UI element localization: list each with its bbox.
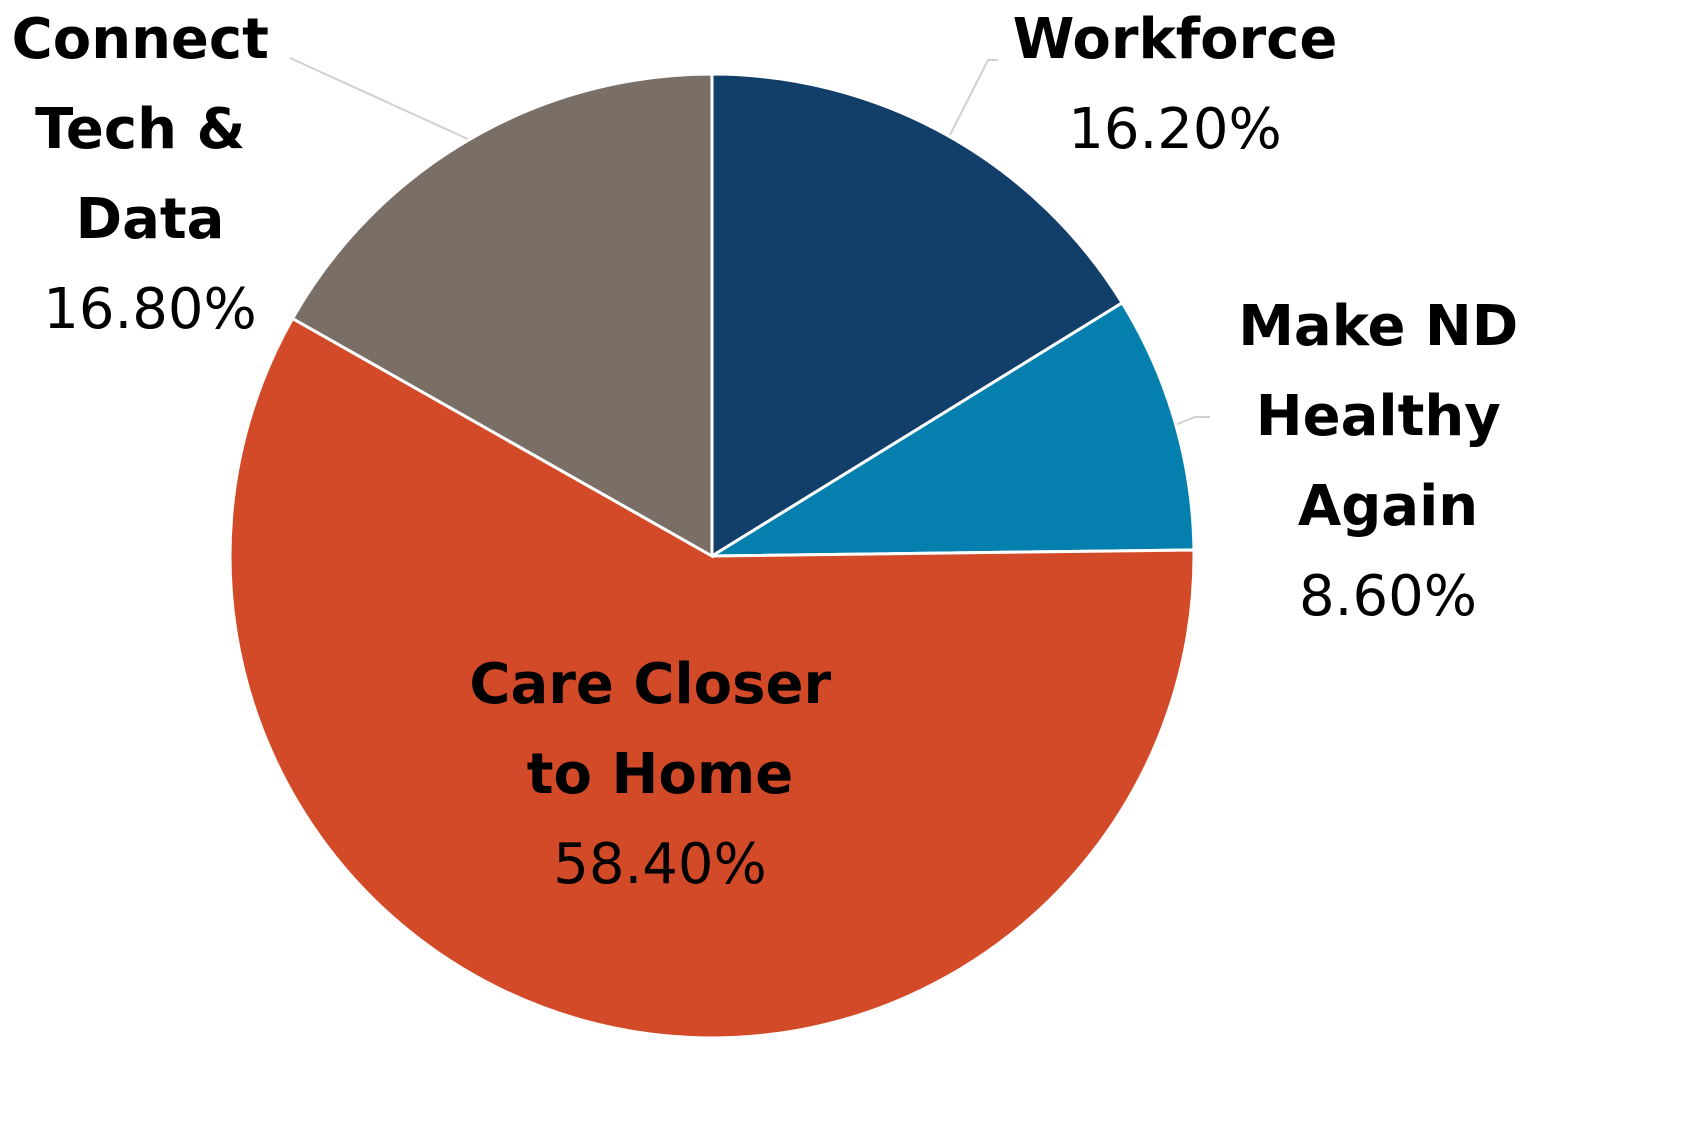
leader-line	[1174, 416, 1210, 426]
value-label: 16.80%	[43, 277, 257, 342]
pie-slice	[228, 316, 1196, 1040]
category-label: Connect Tech & Data	[12, 7, 289, 252]
leader-line	[949, 59, 998, 136]
leader-line	[289, 57, 471, 141]
category-label: Workforce	[1013, 7, 1338, 72]
value-label: 8.60%	[1299, 564, 1477, 629]
pie-slice	[706, 300, 1196, 558]
category-label: Care Closer to Home	[469, 652, 850, 807]
category-label: Make ND Healthy Again	[1238, 294, 1538, 539]
pie-slice	[290, 72, 714, 559]
pie-slice	[710, 72, 1125, 559]
value-label: 16.20%	[1068, 97, 1282, 162]
value-label: 58.40%	[553, 832, 767, 897]
